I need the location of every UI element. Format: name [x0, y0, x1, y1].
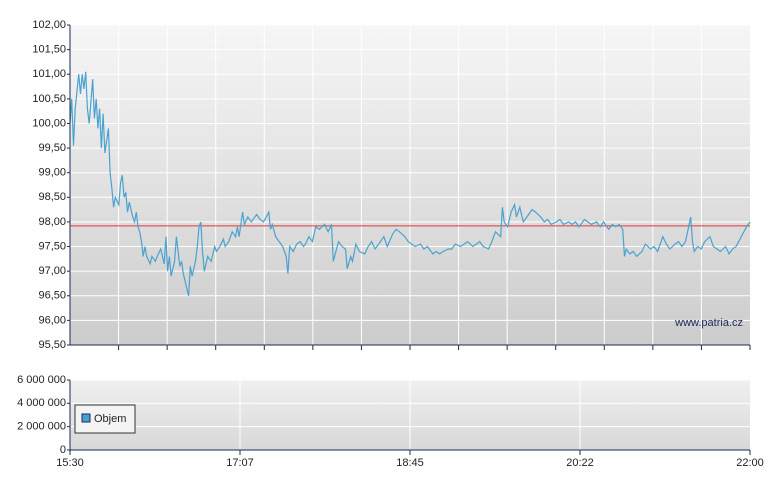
y-tick-label: 97,50: [38, 240, 66, 252]
legend-swatch: [81, 413, 91, 423]
x-tick-label: 17:07: [226, 457, 254, 469]
price-line: [69, 71, 751, 296]
y-tick-label: 100,00: [32, 117, 66, 129]
y-tick-label: 99,00: [38, 167, 66, 179]
y-tick-label: 0: [60, 444, 66, 456]
y-tick-label: 95,50: [38, 339, 66, 351]
legend: Objem: [74, 404, 136, 434]
x-tick-label: 22:00: [736, 457, 764, 469]
y-tick-label: 96,00: [38, 314, 66, 326]
y-tick-label: 100,50: [32, 93, 66, 105]
y-tick-label: 98,00: [38, 216, 66, 228]
y-tick-label: 96,50: [38, 290, 66, 302]
y-tick-label: 99,50: [38, 142, 66, 154]
y-tick-label: 101,50: [32, 44, 66, 56]
y-tick-label: 4 000 000: [17, 397, 66, 409]
y-tick-label: 2 000 000: [17, 421, 66, 433]
y-tick-label: 102,00: [32, 19, 66, 31]
y-tick-label: 98,50: [38, 191, 66, 203]
legend-label: Objem: [94, 413, 126, 425]
x-tick-label: 20:22: [566, 457, 594, 469]
chart-layer: 95,50 96,00 96,50 97,00 97,50 98,00 98,50 99,00…: [17, 19, 764, 469]
y-tick-label: 6 000 000: [17, 374, 66, 386]
watermark: www.patria.cz: [674, 317, 743, 329]
y-tick-label: 101,00: [32, 68, 66, 80]
x-tick-label: 18:45: [396, 457, 424, 469]
y-tick-label: 97,00: [38, 265, 66, 277]
x-tick-label: 15:30: [56, 457, 84, 469]
